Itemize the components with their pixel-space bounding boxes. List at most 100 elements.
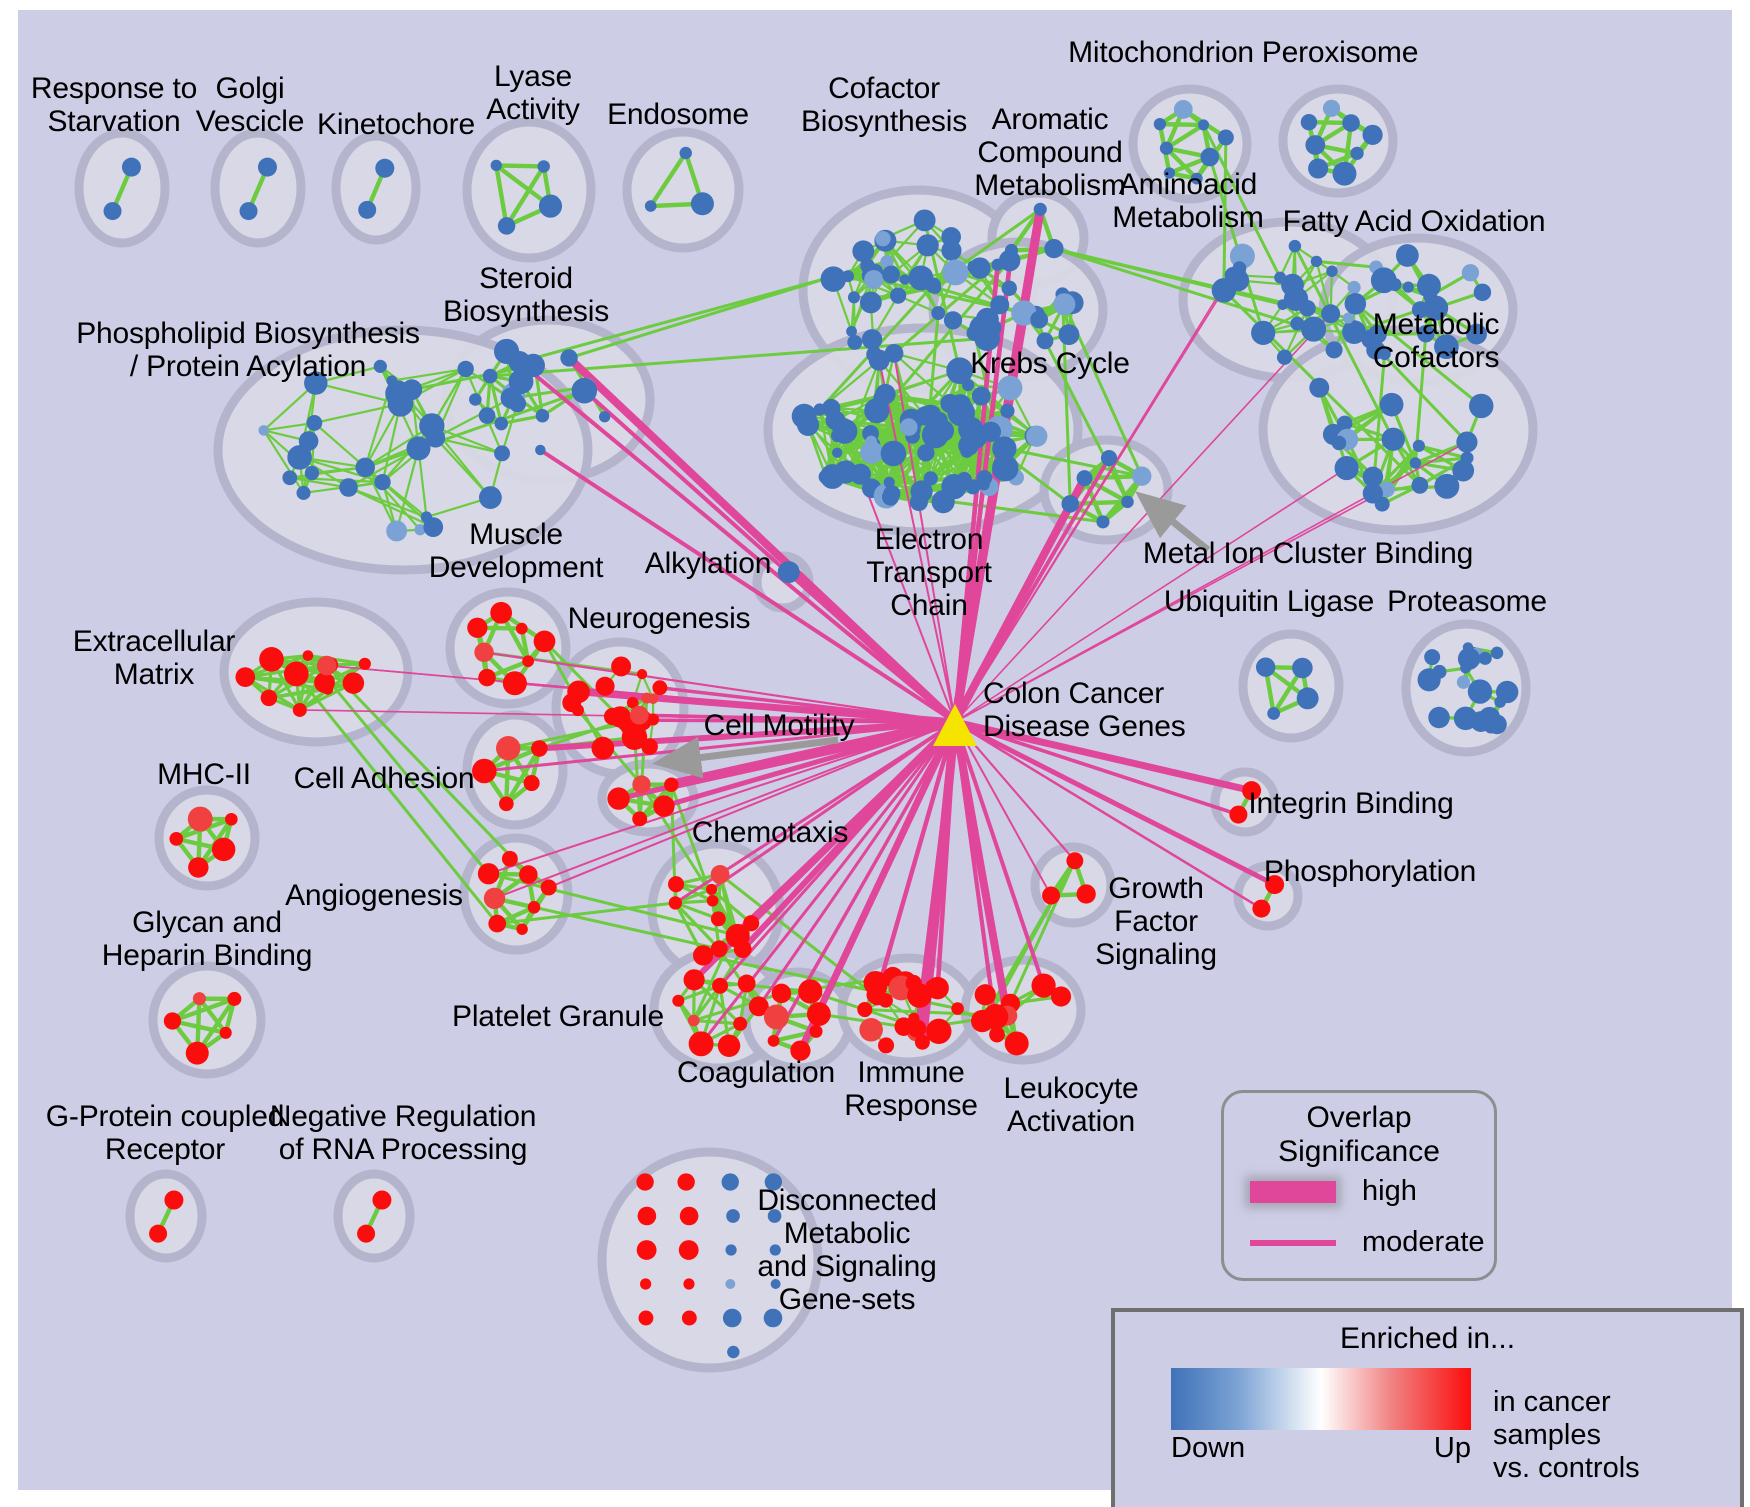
hub-overlap-edge: [953, 720, 1263, 910]
gene-set-node: [767, 1034, 780, 1047]
overlap-edge: [307, 653, 366, 666]
hub-overlap-edge: [954, 274, 1234, 723]
gene-set-node: [591, 736, 615, 760]
overlap-edge: [648, 151, 688, 208]
overlap-edge: [504, 747, 542, 805]
gene-set-node: [672, 994, 685, 1007]
gene-set-node: [931, 306, 946, 321]
overlap-edge: [1083, 476, 1129, 504]
gene-set-node: [1370, 267, 1397, 294]
cluster-label-angiogenesis: Angiogenesis: [285, 879, 463, 912]
gene-set-node: [717, 1034, 741, 1057]
gene-set-node: [931, 419, 955, 442]
cluster-label-alkylation: Alkylation: [644, 547, 772, 580]
gene-set-node: [1362, 124, 1383, 145]
gene-set-node: [560, 349, 578, 367]
gene-set-node: [818, 469, 834, 485]
gene-set-node: [478, 668, 496, 687]
inter-cluster-edge: [488, 872, 734, 936]
gene-set-node: [1211, 278, 1237, 303]
gene-set-node: [869, 989, 886, 1006]
gene-set-node: [1331, 435, 1347, 451]
legend-enrich-caption: in cancer samples vs. controls: [1493, 1386, 1640, 1484]
gene-set-node: [725, 1279, 736, 1289]
gene-set-node: [857, 1001, 873, 1018]
gene-set-node: [864, 270, 884, 290]
hub-overlap-edge: [547, 721, 956, 889]
gene-set-node: [917, 444, 935, 462]
gene-set-node: [1096, 515, 1110, 529]
gene-set-node: [1265, 875, 1285, 895]
enrichment-colorbar: [1171, 1368, 1471, 1430]
gene-set-node: [239, 202, 258, 221]
gene-set-node: [710, 940, 728, 958]
overlap-edge: [364, 466, 398, 532]
hub-node-colon-cancer-disease-genes: [933, 704, 977, 746]
cluster-label-cofactor-biosynthesis: Cofactor Biosynthesis: [800, 72, 967, 138]
gene-set-node: [1066, 852, 1084, 870]
hub-overlap-edge: [953, 456, 1112, 724]
gene-set-nodes: [103, 99, 1519, 1359]
inter-cluster-edge: [693, 991, 782, 1022]
gene-set-node: [1288, 239, 1302, 253]
cluster-label-neurogenesis: Neurogenesis: [567, 602, 751, 635]
inter-cluster-edge: [718, 948, 760, 1008]
gene-set-node: [259, 647, 284, 672]
gene-set-node: [1255, 657, 1276, 677]
gene-set-node: [425, 428, 446, 448]
gene-set-node: [482, 368, 498, 384]
gene-set-node: [1456, 431, 1478, 453]
hub-overlap-edge: [953, 720, 1046, 988]
inter-cluster-edge: [1053, 247, 1314, 332]
gene-set-node: [899, 418, 918, 436]
gene-set-node: [880, 440, 907, 467]
gene-set-node: [1321, 304, 1341, 324]
gene-set-node: [1423, 290, 1436, 303]
cluster-label-disconnected-metabolic-and-signaling-gene-sets: Disconnected Metabolic and Signaling Gen…: [757, 1184, 937, 1316]
gene-set-node: [1344, 292, 1367, 315]
overlap-edge: [488, 375, 503, 424]
gene-set-node: [1053, 293, 1076, 316]
gene-set-node: [185, 1041, 209, 1065]
gene-set-node: [916, 234, 939, 257]
gene-set-node: [693, 945, 714, 966]
gene-set-node: [477, 863, 500, 885]
cluster-label-extracellular-matrix: Extracellular Matrix: [72, 625, 236, 691]
gene-set-node: [1379, 392, 1404, 417]
cluster-label-g-protein-coupled-receptor: G-Protein coupled Receptor: [45, 1100, 285, 1166]
gene-set-node: [358, 200, 377, 219]
overlap-edge: [262, 429, 305, 494]
gene-set-node: [771, 983, 792, 1004]
gene-set-node: [733, 940, 752, 959]
gene-set-node: [1030, 310, 1049, 329]
gene-set-node: [499, 796, 514, 812]
overlap-edge: [500, 414, 543, 426]
legend-key-moderate: moderate: [1362, 1226, 1485, 1258]
gene-set-node: [636, 669, 648, 680]
gene-set-node: [1026, 425, 1048, 447]
gene-set-node: [1011, 300, 1037, 326]
gene-set-node: [721, 1173, 739, 1191]
gene-set-node: [989, 1026, 1005, 1043]
gene-set-node: [629, 705, 649, 725]
gene-set-node: [302, 650, 314, 661]
gene-set-node: [1428, 706, 1450, 729]
gene-set-node: [1281, 273, 1304, 297]
hub-overlap-edge: [878, 359, 956, 723]
gene-set-node: [1310, 255, 1323, 268]
inter-cluster-edge: [306, 654, 490, 875]
gene-set-node: [647, 693, 659, 704]
gene-set-node: [915, 406, 935, 426]
cluster-label-aromatic-compound-metabolism: Aromatic Compound Metabolism: [974, 103, 1126, 202]
gene-set-node: [1232, 261, 1247, 276]
overlap-edge: [496, 163, 544, 169]
gene-set-node: [103, 202, 122, 221]
gene-set-node: [733, 1016, 748, 1031]
gene-set-node: [523, 775, 540, 792]
gene-set-node: [483, 887, 506, 910]
cluster-label-platelet-granule: Platelet Granule: [452, 1000, 664, 1033]
overlap-edge: [1415, 456, 1468, 465]
cluster-label-mhc-ii: MHC-II: [157, 758, 251, 791]
gene-set-node: [1163, 167, 1176, 179]
gene-set-node: [527, 901, 541, 914]
